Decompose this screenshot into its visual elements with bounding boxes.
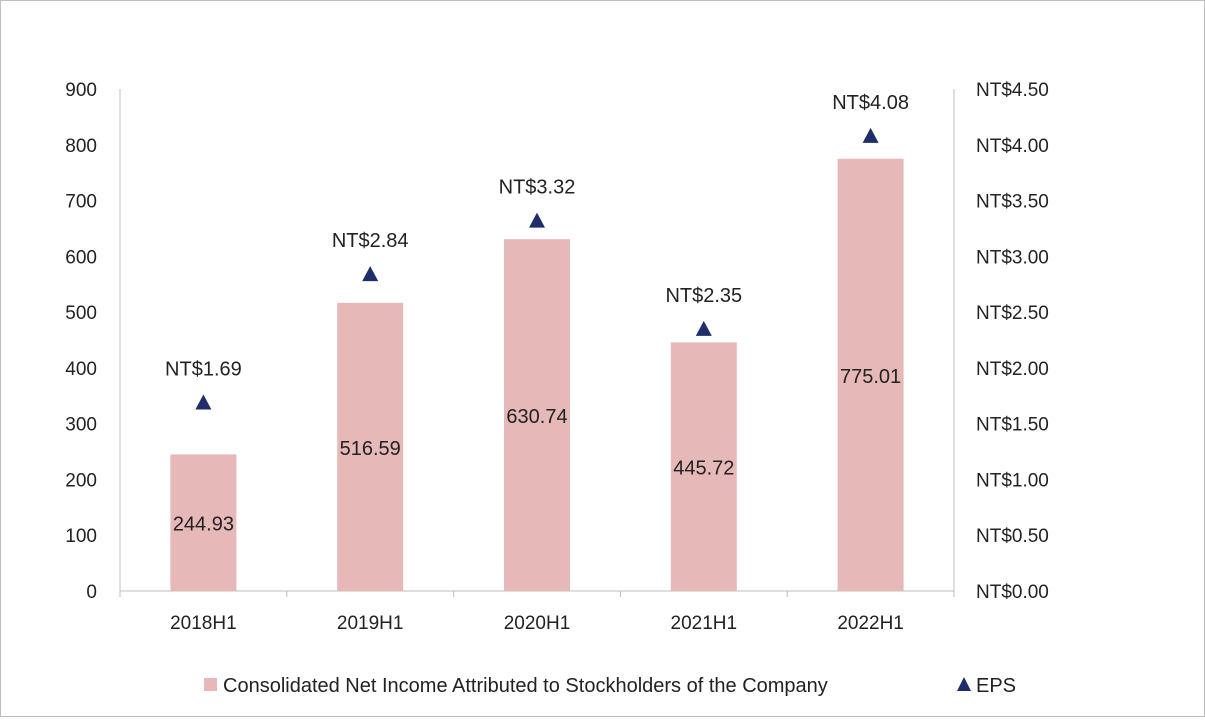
- bar: [837, 158, 904, 591]
- legend-eps-marker: [957, 677, 971, 691]
- right-tick-label: NT$4.50: [976, 80, 1049, 101]
- bar-value-label: 630.74: [506, 406, 567, 428]
- right-axis-tick-labels: NT$0.00 NT$0.50 NT$1.00 NT$1.50 NT$2.00 NT$2.…: [976, 80, 1049, 603]
- left-tick-label: 800: [65, 136, 97, 157]
- left-tick-label: 700: [65, 192, 97, 213]
- left-tick-label: 600: [65, 247, 97, 268]
- bar: [337, 302, 404, 591]
- category-label: 2022H1: [837, 613, 904, 634]
- category-labels: 2018H1 2019H1 2020H1 2021H1 2022H1: [170, 613, 904, 634]
- left-tick-label: 500: [65, 303, 97, 324]
- category-label: 2020H1: [504, 613, 571, 634]
- right-tick-label: NT$1.50: [976, 415, 1049, 436]
- left-tick-label: 900: [65, 80, 97, 101]
- left-tick-label: 100: [65, 526, 97, 547]
- eps-value-label: NT$3.32: [499, 177, 576, 199]
- eps-value-label: NT$1.69: [165, 358, 242, 380]
- bar: [504, 239, 570, 591]
- eps-value-label: NT$4.08: [832, 92, 909, 114]
- bar-series: 244.93 516.59 630.74 445.72 775.01: [170, 158, 904, 591]
- left-axis-tick-labels: 0 100 200 300 400 500 600 700 800 900: [65, 80, 97, 603]
- bar: [670, 342, 737, 591]
- bar-value-label: 516.59: [340, 438, 401, 460]
- left-tick-label: 400: [65, 359, 97, 380]
- category-label: 2019H1: [337, 613, 404, 634]
- eps-value-label: NT$2.84: [332, 230, 409, 252]
- legend-bar-label: Consolidated Net Income Attributed to St…: [223, 675, 828, 697]
- x-tick-marks: [119, 591, 955, 597]
- bar-value-label: 244.93: [173, 514, 234, 536]
- eps-triangle-marker: [695, 320, 712, 336]
- right-tick-label: NT$2.00: [976, 359, 1049, 380]
- eps-triangle-marker: [862, 127, 879, 143]
- category-label: 2018H1: [170, 613, 237, 634]
- right-tick-label: NT$1.00: [976, 470, 1049, 491]
- right-tick-label: NT$3.00: [976, 247, 1049, 268]
- eps-triangle-marker: [195, 394, 212, 410]
- bar-value-label: 445.72: [673, 458, 734, 480]
- left-tick-label: 0: [86, 582, 97, 603]
- category-label: 2021H1: [671, 613, 738, 634]
- eps-triangle-marker: [529, 212, 545, 228]
- legend: Consolidated Net Income Attributed to St…: [204, 675, 1016, 697]
- eps-value-label: NT$2.35: [665, 285, 742, 307]
- right-tick-label: NT$4.00: [976, 136, 1049, 157]
- legend-eps-label: EPS: [976, 675, 1016, 697]
- legend-bar-swatch: [204, 678, 217, 691]
- eps-series: NT$1.69 NT$2.84 NT$3.32 NT$2.35 NT$4.08: [165, 92, 909, 410]
- eps-triangle-marker: [362, 266, 379, 282]
- left-tick-label: 300: [65, 415, 97, 436]
- bar-value-label: 775.01: [840, 366, 901, 388]
- right-tick-label: NT$3.50: [976, 192, 1049, 213]
- left-tick-label: 200: [65, 470, 97, 491]
- bar: [170, 454, 237, 591]
- right-tick-label: NT$0.00: [976, 582, 1049, 603]
- right-tick-label: NT$0.50: [976, 526, 1049, 547]
- right-tick-label: NT$2.50: [976, 303, 1049, 324]
